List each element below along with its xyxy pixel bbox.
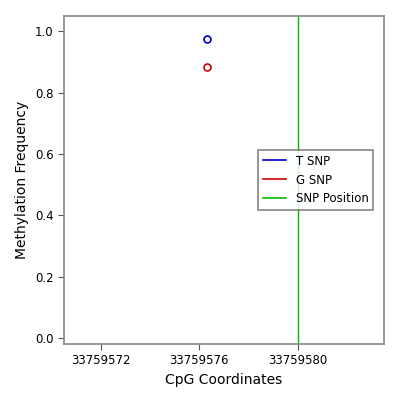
Y-axis label: Methylation Frequency: Methylation Frequency [16,101,30,259]
X-axis label: CpG Coordinates: CpG Coordinates [165,373,283,387]
Legend: T SNP, G SNP, SNP Position: T SNP, G SNP, SNP Position [258,150,373,210]
